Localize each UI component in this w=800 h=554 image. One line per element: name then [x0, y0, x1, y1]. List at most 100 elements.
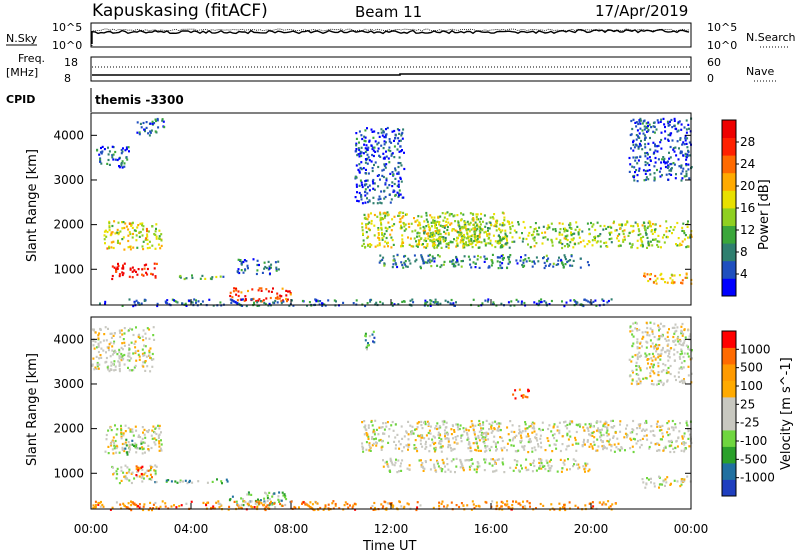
velocity-cell [137, 447, 140, 450]
velocity-cell [687, 329, 690, 332]
power-cell [363, 184, 366, 187]
power-cell [274, 299, 277, 303]
y-tick-label: 2000 [53, 422, 84, 436]
power-cell [374, 161, 377, 164]
velocity-cell [533, 430, 536, 433]
power-cell [121, 166, 124, 169]
power-cell [101, 145, 104, 148]
velocity-cell [368, 344, 370, 347]
velocity-cell [526, 500, 529, 503]
velocity-cell [182, 480, 184, 483]
power-cell [389, 233, 392, 236]
power-cell [111, 265, 114, 268]
power-cell [574, 243, 577, 246]
power-cell [399, 176, 402, 179]
velocity-cell [657, 326, 660, 329]
velocity-cell [112, 466, 114, 469]
power-cell [327, 299, 330, 302]
power-cell [387, 221, 390, 224]
power-cell [491, 216, 494, 219]
power-cell [119, 242, 121, 245]
power-cell [636, 223, 639, 226]
power-cell [143, 267, 146, 270]
power-cell [121, 304, 124, 307]
power-cell [108, 245, 110, 248]
velocity-cell [434, 449, 437, 452]
velocity-cell [179, 479, 182, 482]
velocity-patch [104, 424, 163, 455]
velocity-cell [370, 506, 372, 510]
power-cell [154, 130, 157, 133]
power-cell [455, 301, 457, 304]
power-cell [438, 255, 441, 258]
velocity-cell [690, 349, 693, 352]
power-cell [652, 141, 655, 144]
velocity-cell [447, 443, 450, 446]
velocity-cell [510, 444, 513, 447]
power-cell [649, 136, 651, 140]
power-cell [355, 137, 358, 140]
power-cell [390, 229, 393, 232]
velocity-cell [135, 467, 138, 471]
velocity-cell [427, 422, 430, 425]
power-cell [685, 128, 688, 131]
power-cell [420, 215, 423, 218]
power-cell [237, 268, 240, 271]
velocity-cell [635, 322, 638, 325]
power-cell [229, 294, 232, 298]
velocity-cell [625, 427, 627, 430]
power-cell [546, 260, 549, 263]
power-cell [499, 261, 502, 264]
power-cell [267, 290, 270, 293]
power-cell [401, 137, 404, 140]
velocity-cell [434, 469, 437, 472]
power-cell [122, 147, 124, 150]
power-cell [575, 221, 578, 224]
velocity-cell [494, 460, 496, 463]
power-cell [385, 236, 388, 240]
velocity-cell [121, 354, 124, 357]
velocity-cell [436, 459, 438, 462]
velocity-cell [498, 507, 501, 510]
power-cell [113, 220, 116, 223]
power-cell [636, 174, 639, 177]
power-cell [184, 302, 187, 305]
power-cell [576, 225, 579, 228]
nave-lo-tick: 0 [707, 72, 714, 85]
power-cell [117, 233, 120, 236]
power-cell [280, 301, 283, 305]
velocity-cell [94, 503, 97, 507]
velocity-cell [681, 352, 683, 355]
power-cell [377, 185, 380, 188]
power-cell [457, 263, 460, 266]
power-cell [518, 236, 521, 239]
y-tick-label: 3000 [53, 173, 84, 187]
velocity-cell [122, 434, 125, 437]
power-cell [660, 147, 663, 150]
power-cell [377, 147, 380, 150]
velocity-cell [127, 352, 130, 355]
power-cell [669, 156, 672, 159]
velocity-cell [649, 430, 652, 433]
velocity-cell [438, 442, 440, 445]
velocity-cell [367, 437, 370, 440]
power-cell [154, 233, 157, 236]
velocity-cell [158, 427, 161, 430]
velocity-cell [137, 353, 140, 356]
power-cell [382, 147, 385, 150]
velocity-cell [96, 361, 99, 365]
power-cell [563, 254, 566, 257]
power-cell [462, 240, 464, 243]
velocity-cell [444, 435, 446, 438]
velocity-cell [446, 504, 449, 507]
velocity-cell [248, 493, 251, 496]
velocity-cell [120, 479, 123, 482]
velocity-cell [264, 508, 267, 512]
velocity-colorbar-label: Velocity [m s^-1] [779, 357, 794, 470]
velocity-cell [443, 429, 446, 432]
velocity-cell [175, 506, 178, 509]
power-cell [462, 243, 465, 246]
velocity-cell [584, 504, 587, 507]
velocity-cell [153, 437, 156, 440]
power-cell [185, 277, 188, 280]
